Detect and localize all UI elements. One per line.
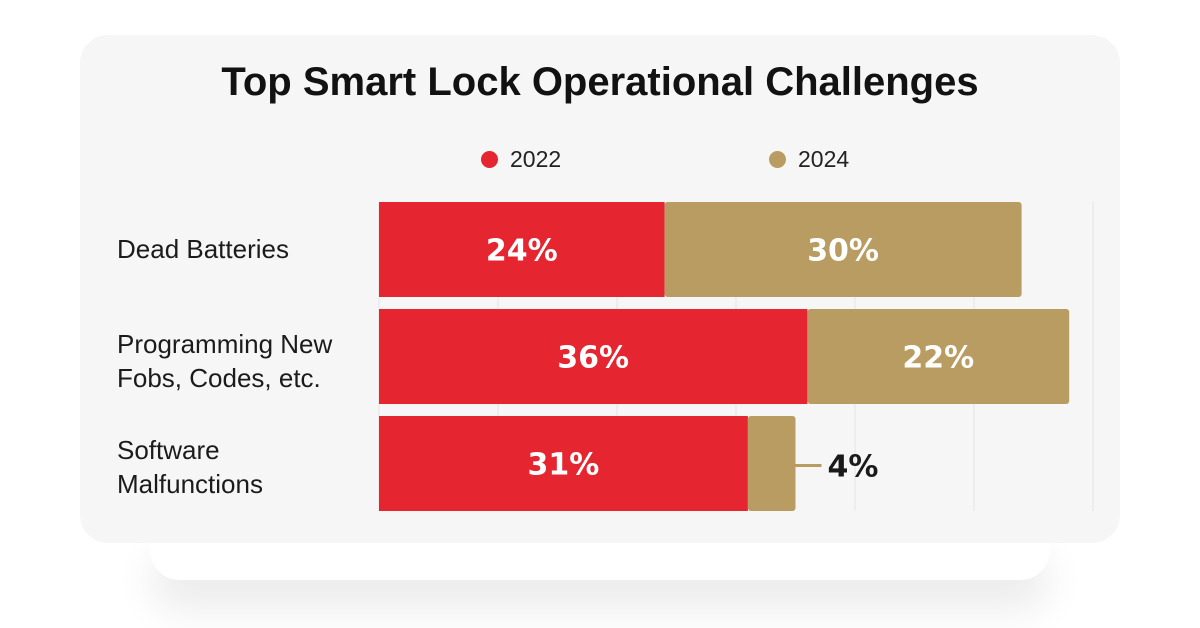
data-label-2024-0: 30% <box>807 234 879 269</box>
data-label-2024-1: 22% <box>902 341 974 376</box>
bar-2024-0 <box>664 202 1022 297</box>
legend-label-2024: 2024 <box>798 146 850 172</box>
category-label-software-malfunctions: Software Malfunctions <box>117 435 263 499</box>
category-label-programming-fobs: Programming New Fobs, Codes, etc. <box>117 329 333 393</box>
data-label-2022-2: 31% <box>528 448 600 483</box>
data-label-2024-2: 4% <box>828 450 879 485</box>
legend-label-2022: 2022 <box>510 146 562 172</box>
data-label-2022-1: 36% <box>557 341 629 376</box>
legend: 2022 2024 <box>0 146 1200 176</box>
bar-2022-2 <box>379 416 748 511</box>
legend-swatch-2022 <box>481 151 498 168</box>
category-label-dead-batteries: Dead Batteries <box>117 234 289 264</box>
legend-item-2022: 2022 <box>481 146 561 173</box>
bar-2024-1 <box>807 309 1070 404</box>
legend-item-2024: 2024 <box>769 146 849 173</box>
data-label-2022-0: 24% <box>486 234 558 269</box>
bar-2022-0 <box>379 202 665 297</box>
chart-title: Top Smart Lock Operational Challenges <box>221 60 979 104</box>
legend-swatch-2024 <box>769 151 786 168</box>
bar-2024-2 <box>747 416 796 511</box>
bar-2022-1 <box>379 309 808 404</box>
